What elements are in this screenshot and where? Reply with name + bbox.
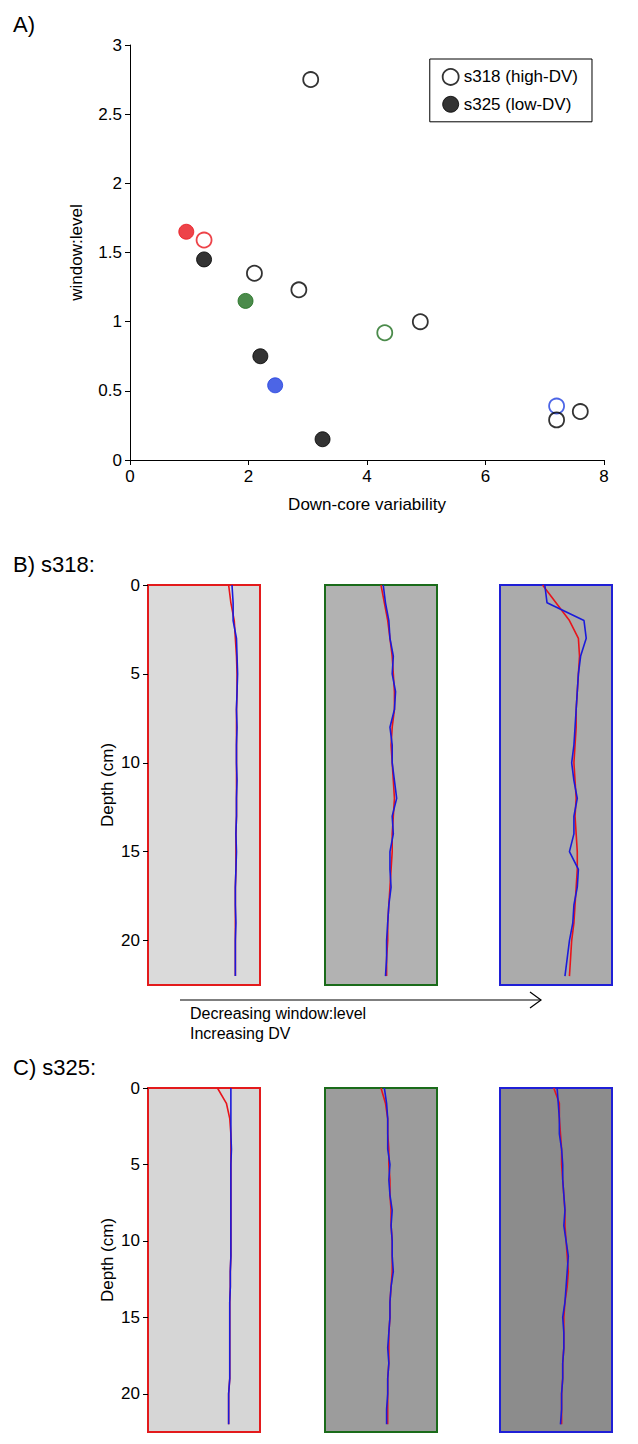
- svg-text:10: 10: [121, 753, 140, 772]
- svg-text:Decreasing window:level: Decreasing window:level: [190, 1005, 366, 1022]
- svg-text:0: 0: [131, 576, 140, 595]
- svg-text:1: 1: [113, 312, 122, 331]
- svg-text:10: 10: [121, 1231, 140, 1250]
- svg-text:0: 0: [125, 467, 134, 486]
- svg-text:2: 2: [244, 467, 253, 486]
- svg-text:15: 15: [121, 842, 140, 861]
- svg-text:15: 15: [121, 1308, 140, 1327]
- svg-text:5: 5: [131, 664, 140, 683]
- svg-text:0: 0: [113, 451, 122, 470]
- svg-text:3: 3: [113, 36, 122, 55]
- svg-text:4: 4: [362, 467, 371, 486]
- svg-text:Depth (cm): Depth (cm): [98, 1218, 117, 1302]
- svg-text:0: 0: [131, 1079, 140, 1098]
- svg-text:B) s318:: B) s318:: [13, 552, 95, 577]
- svg-text:8: 8: [599, 467, 608, 486]
- svg-text:Down-core variability: Down-core variability: [288, 495, 446, 514]
- svg-text:Increasing DV: Increasing DV: [190, 1025, 291, 1042]
- svg-text:C) s325:: C) s325:: [13, 1055, 96, 1080]
- svg-text:s325 (low-DV): s325 (low-DV): [464, 95, 572, 114]
- svg-text:5: 5: [131, 1155, 140, 1174]
- svg-text:A): A): [13, 12, 35, 37]
- svg-text:2.5: 2.5: [98, 105, 122, 124]
- svg-text:window:level: window:level: [67, 204, 86, 301]
- svg-text:2: 2: [113, 174, 122, 193]
- svg-text:6: 6: [481, 467, 490, 486]
- svg-text:20: 20: [121, 931, 140, 950]
- svg-text:0.5: 0.5: [98, 381, 122, 400]
- svg-text:s318 (high-DV): s318 (high-DV): [464, 67, 578, 86]
- svg-text:1.5: 1.5: [98, 243, 122, 262]
- svg-text:Depth (cm): Depth (cm): [98, 743, 117, 827]
- svg-text:20: 20: [121, 1384, 140, 1403]
